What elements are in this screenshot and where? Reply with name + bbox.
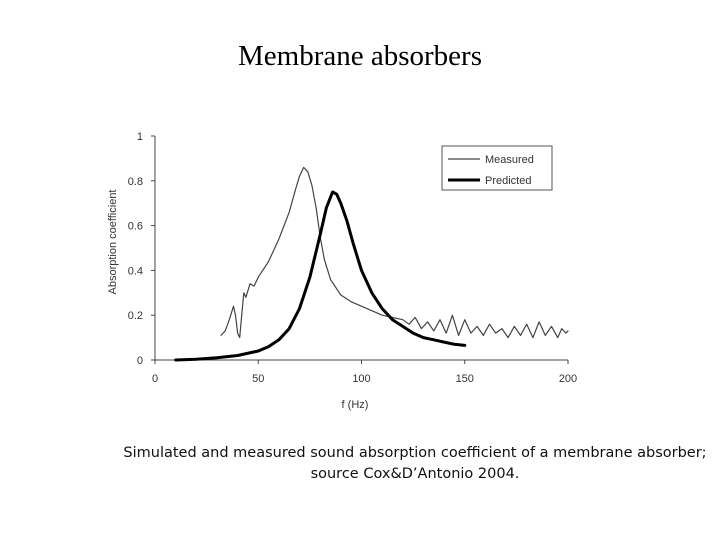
y-tick-label: 1 <box>137 131 143 143</box>
y-tick-label: 0.6 <box>128 221 143 233</box>
legend-box <box>441 145 553 191</box>
legend-label-predicted: Predicted <box>485 175 531 187</box>
figure-caption: Simulated and measured sound absorption … <box>110 443 720 485</box>
absorption-chart: 0 50 100 150 200 0 0.2 0.4 0.6 0.8 1 Measured Predi… <box>107 131 577 411</box>
x-tick-label: 200 <box>559 373 577 385</box>
y-tick-label: 0.8 <box>128 176 143 188</box>
slide-title: Membrane absorbers <box>238 40 482 72</box>
legend-label-measured: Measured <box>485 154 534 166</box>
x-tick-label: 50 <box>252 373 264 385</box>
x-tick-label: 100 <box>352 373 370 385</box>
series-line-predicted <box>174 190 467 362</box>
y-axis-label: Absorption coefficient <box>107 190 119 295</box>
y-tick-label: 0.2 <box>128 310 143 322</box>
x-axis-label: f (Hz) <box>342 399 369 411</box>
chart-ticks: 0 50 100 150 200 0 0.2 0.4 0.6 0.8 1 <box>128 131 577 385</box>
y-tick-label: 0 <box>137 355 143 367</box>
x-tick-label: 0 <box>152 373 158 385</box>
caption-line-1: Simulated and measured sound absorption … <box>123 445 707 461</box>
chart-legend: Measured Predicted <box>441 145 553 191</box>
caption-line-2: source Cox&D’Antonio 2004. <box>310 466 520 482</box>
y-tick-label: 0.4 <box>128 265 143 277</box>
series-line-measured <box>220 166 569 339</box>
x-tick-label: 150 <box>456 373 474 385</box>
chart-series <box>174 166 569 362</box>
